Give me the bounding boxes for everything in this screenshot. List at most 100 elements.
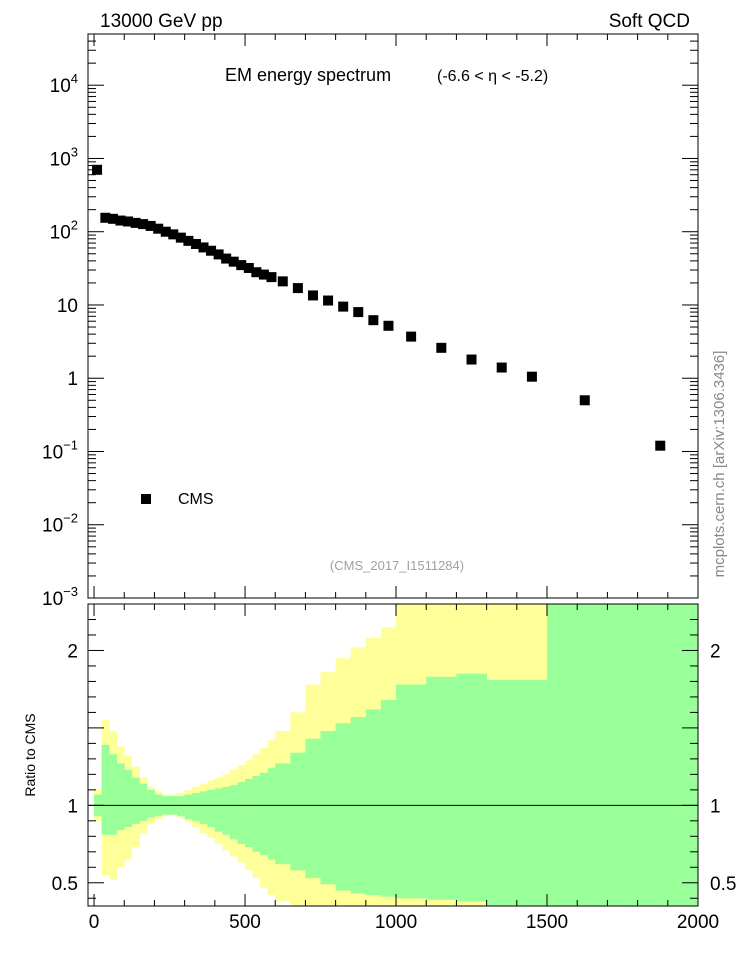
legend-label-cms: CMS [178, 491, 214, 508]
ratio-band-stat-bin [267, 768, 276, 860]
ratio-band-stat-bin [426, 676, 457, 900]
ratio-band-stat-bin [516, 679, 548, 906]
data-point-cms [496, 362, 507, 373]
data-point-cms [466, 354, 477, 365]
ratio-band-stat-bin [275, 763, 291, 865]
y-tick-label: 104 [50, 71, 78, 97]
x-tick-label: 1500 [526, 912, 568, 933]
ratio-band-stat-bin [116, 763, 125, 831]
x-tick-label: 2000 [677, 912, 719, 933]
ratio-band-stat-bin [547, 604, 623, 906]
ratio-band-stat-bin [260, 772, 269, 855]
data-point-cms [130, 217, 141, 228]
ratio-band-stat-bin [396, 684, 427, 899]
data-point-cms [213, 249, 224, 260]
ratio-band-stat-bin [207, 789, 216, 828]
ratio-y-tick-label-right: 0.5 [710, 874, 736, 895]
data-point-cms [277, 276, 288, 287]
ratio-band-stat-bin [245, 779, 253, 848]
ratio-band-stat-bin [199, 791, 208, 824]
y-tick-label: 102 [50, 218, 78, 244]
y-tick-label: 10−3 [42, 584, 78, 610]
ratio-band-stat-bin [109, 754, 118, 835]
data-point-cms [145, 220, 156, 231]
ratio-band-stat-bin [222, 786, 231, 835]
y-tick-label: 10−1 [42, 437, 78, 463]
ratio-band-stat-bin [177, 796, 186, 817]
data-point-cms [436, 342, 447, 353]
data-point-cms [221, 253, 232, 264]
ratio-plot-frame [87, 603, 699, 907]
data-point-cms [153, 223, 164, 234]
ratio-y-tick-label-right: 2 [710, 641, 721, 662]
ratio-band-stat-bin [290, 752, 306, 871]
legend-marker-cms [141, 494, 151, 504]
ratio-band-stat-bin [365, 709, 382, 896]
data-point-cms [168, 229, 179, 240]
x-tick-label: 1000 [375, 912, 417, 933]
ratio-band-stat-bin [486, 679, 518, 906]
data-point-cms [243, 262, 254, 273]
ratio-y-tick-label-left: 0.5 [52, 874, 78, 895]
ratio-band-stat-bin [622, 604, 699, 906]
ratio-y-axis-label: Ratio to CMS [22, 713, 38, 796]
data-point-cms [251, 267, 262, 278]
chart-subtitle: (-6.6 < η < -5.2) [437, 68, 548, 85]
ratio-band-stat-bin [214, 788, 223, 832]
ratio-band-stat-bin [237, 782, 246, 845]
ratio-y-tick-label-left: 2 [67, 641, 78, 662]
data-point-cms [323, 295, 334, 306]
ratio-band-stat-bin [146, 789, 155, 818]
ratio-band-stat-bin [184, 794, 193, 820]
data-point-cms [92, 164, 103, 175]
data-point-cms [292, 283, 303, 294]
data-point-cms [383, 320, 394, 331]
data-point-cms [258, 269, 269, 280]
ratio-y-tick-label-right: 1 [710, 796, 721, 817]
data-point-cms [175, 232, 186, 243]
side-credit-label: mcplots.cern.ch [arXiv:1306.3436] [711, 351, 728, 578]
ratio-band-stat-bin [380, 700, 397, 897]
data-point-cms [368, 315, 379, 326]
data-point-cms [406, 331, 417, 342]
data-point-cms [353, 307, 364, 318]
ratio-band-stat-bin [229, 785, 238, 840]
x-tick-label: 500 [229, 912, 261, 933]
data-point-cms [338, 301, 349, 312]
chart-title: EM energy spectrum [225, 65, 391, 85]
data-point-cms [190, 238, 201, 249]
data-point-cms [266, 272, 277, 283]
ratio-band-stat-bin [335, 723, 352, 891]
main-plot-frame [87, 33, 699, 599]
data-point-cms [123, 216, 134, 227]
data-point-cms [160, 226, 171, 237]
header-right-label: Soft QCD [609, 11, 690, 32]
data-point-cms [100, 212, 111, 223]
data-point-cms [138, 219, 149, 230]
ratio-band-stat-bin [305, 738, 321, 879]
header-left-label: 13000 GeV pp [100, 11, 223, 32]
x-tick-label: 0 [89, 912, 100, 933]
data-point-cms [579, 395, 590, 406]
data-point-cms [307, 290, 318, 301]
ratio-band-stat-bin [124, 769, 133, 828]
data-point-cms [228, 256, 239, 267]
data-point-cms [526, 371, 537, 382]
data-point-cms [183, 235, 194, 246]
ratio-band-stat-bin [139, 783, 148, 821]
y-tick-label: 103 [50, 144, 78, 170]
data-point-cms [655, 440, 666, 451]
data-point-cms [206, 245, 217, 256]
ratio-band-stat-bin [320, 730, 337, 885]
data-point-cms [115, 215, 126, 226]
data-point-cms [236, 260, 247, 271]
y-tick-label: 10 [57, 296, 78, 317]
ratio-band-stat-bin [101, 744, 110, 835]
ratio-band-stat-bin [252, 775, 261, 852]
watermark-label: (CMS_2017_I1511284) [330, 558, 464, 573]
ratio-band-stat-bin [192, 792, 201, 821]
ratio-band-stat-bin [456, 673, 488, 902]
ratio-band-stat-bin [131, 777, 140, 824]
